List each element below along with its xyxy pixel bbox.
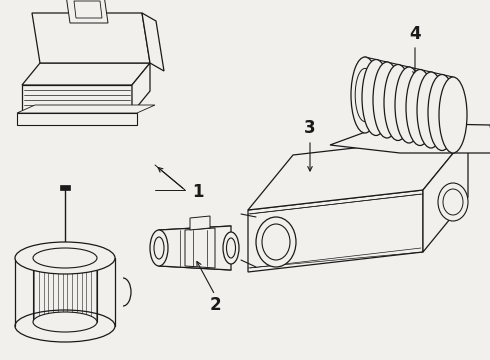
Polygon shape <box>185 228 215 268</box>
Ellipse shape <box>15 242 115 274</box>
Polygon shape <box>17 105 155 113</box>
Polygon shape <box>248 135 468 210</box>
Polygon shape <box>22 85 132 113</box>
Text: 1: 1 <box>192 183 204 201</box>
Polygon shape <box>159 226 231 270</box>
Ellipse shape <box>395 67 423 143</box>
Ellipse shape <box>362 59 390 135</box>
Polygon shape <box>60 185 70 190</box>
Text: 2: 2 <box>209 296 221 314</box>
Ellipse shape <box>15 310 115 342</box>
Polygon shape <box>330 123 490 153</box>
Polygon shape <box>17 113 137 125</box>
Ellipse shape <box>351 57 379 133</box>
Ellipse shape <box>443 189 463 215</box>
Polygon shape <box>190 216 210 230</box>
Ellipse shape <box>406 69 434 145</box>
Ellipse shape <box>33 248 97 268</box>
Ellipse shape <box>384 64 412 140</box>
Polygon shape <box>66 0 108 23</box>
Ellipse shape <box>417 72 445 148</box>
Polygon shape <box>74 1 102 18</box>
Ellipse shape <box>256 217 296 267</box>
Ellipse shape <box>373 62 401 138</box>
Ellipse shape <box>438 183 468 221</box>
Ellipse shape <box>355 68 375 122</box>
Polygon shape <box>22 63 150 85</box>
Polygon shape <box>32 13 150 63</box>
Polygon shape <box>248 190 423 272</box>
Ellipse shape <box>154 237 164 259</box>
Polygon shape <box>142 13 164 71</box>
Text: 4: 4 <box>409 25 421 43</box>
Ellipse shape <box>33 312 97 332</box>
Ellipse shape <box>150 230 168 266</box>
Ellipse shape <box>223 232 239 264</box>
Ellipse shape <box>262 224 290 260</box>
Polygon shape <box>423 135 468 252</box>
Ellipse shape <box>226 238 236 258</box>
Text: 3: 3 <box>304 119 316 137</box>
Ellipse shape <box>439 77 467 153</box>
Ellipse shape <box>428 75 456 150</box>
Polygon shape <box>132 63 150 113</box>
